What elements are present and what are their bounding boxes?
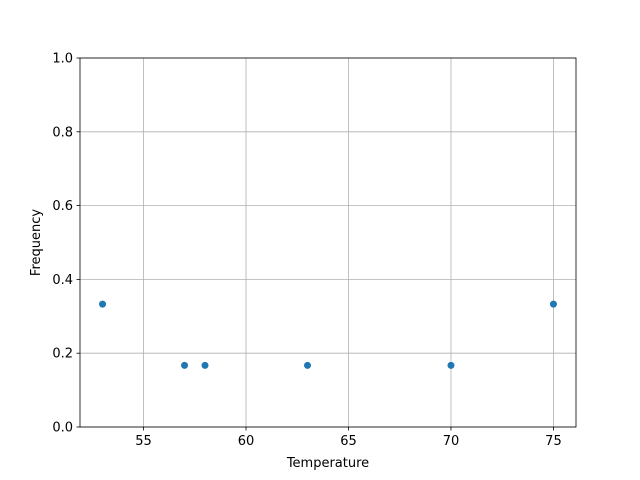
data-point (549, 300, 557, 308)
data-point (99, 300, 107, 308)
x-tick-label: 70 (443, 434, 460, 449)
x-tick-label: 60 (238, 434, 255, 449)
x-tick-label: 55 (135, 434, 152, 449)
y-tick-label: 0.8 (52, 125, 73, 140)
y-tick-label: 0.0 (52, 421, 73, 436)
y-tick-label: 0.6 (52, 199, 73, 214)
data-point (447, 361, 455, 369)
grid (80, 57, 576, 428)
x-axis-label: Temperature (286, 456, 369, 471)
x-tick-label: 75 (545, 434, 562, 449)
plot-frame (79, 57, 577, 428)
y-tick-label: 0.2 (52, 347, 73, 362)
data-point (181, 361, 189, 369)
ticks: 55 60 65 70 75 0.0 0.2 0.4 0.6 0.8 1.0 (52, 52, 561, 450)
data-point (304, 361, 312, 369)
y-tick-label: 1.0 (52, 52, 73, 67)
y-axis-label: Frequency (29, 209, 44, 276)
y-tick-label: 0.4 (52, 273, 73, 288)
data-points (99, 300, 557, 369)
x-tick-label: 65 (340, 434, 357, 449)
data-point (201, 361, 209, 369)
